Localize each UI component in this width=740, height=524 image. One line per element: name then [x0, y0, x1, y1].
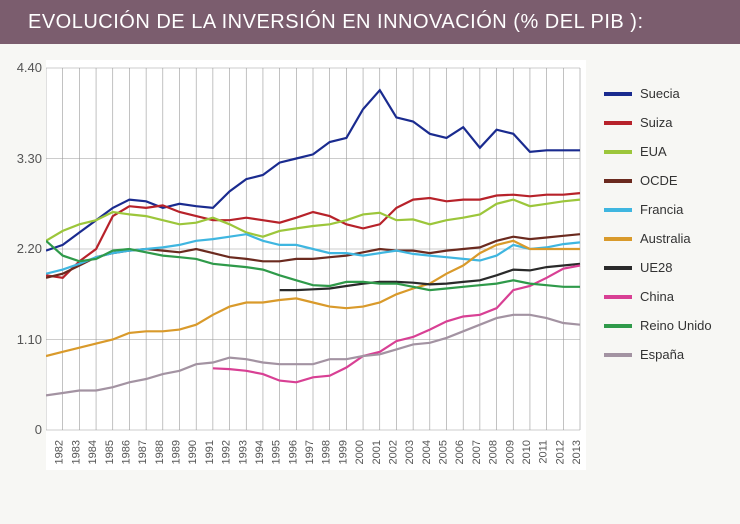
legend-label: Reino Unido	[640, 318, 712, 333]
legend-swatch	[604, 92, 632, 96]
legend-item: UE28	[604, 260, 722, 275]
x-axis-label: 1994	[254, 440, 266, 464]
legend-item: Australia	[604, 231, 722, 246]
x-axis-label: 1985	[104, 440, 116, 464]
legend-swatch	[604, 353, 632, 357]
legend-label: Australia	[640, 231, 691, 246]
legend-swatch	[604, 237, 632, 241]
legend-item: EUA	[604, 144, 722, 159]
x-axis-label: 2001	[371, 440, 383, 464]
x-axis-label: 1996	[287, 440, 299, 464]
legend-label: OCDE	[640, 173, 678, 188]
legend-swatch	[604, 324, 632, 328]
title-bar: EVOLUCIÓN DE LA INVERSIÓN EN INNOVACIÓN …	[0, 0, 740, 44]
x-axis-label: 1990	[187, 440, 199, 464]
legend-swatch	[604, 208, 632, 212]
legend-label: EUA	[640, 144, 667, 159]
x-axis-label: 1986	[120, 440, 132, 464]
legend-swatch	[604, 295, 632, 299]
legend: Suecia Suiza EUA OCDE Francia Australia UE28 Ch…	[604, 86, 722, 376]
x-axis-label: 2000	[354, 440, 366, 464]
legend-swatch	[604, 121, 632, 125]
legend-item: España	[604, 347, 722, 362]
legend-label: UE28	[640, 260, 673, 275]
y-axis-label: 2.20	[6, 241, 42, 256]
legend-swatch	[604, 150, 632, 154]
x-axis-label: 1983	[70, 440, 82, 464]
x-axis-label: 1982	[54, 440, 66, 464]
x-axis-label: 1999	[337, 440, 349, 464]
legend-swatch	[604, 179, 632, 183]
legend-label: Suecia	[640, 86, 680, 101]
x-axis-label: 1997	[304, 440, 316, 464]
legend-item: Reino Unido	[604, 318, 722, 333]
legend-item: China	[604, 289, 722, 304]
legend-label: España	[640, 347, 684, 362]
y-axis-label: 3.30	[6, 151, 42, 166]
x-axis-label: 1992	[221, 440, 233, 464]
x-axis-label: 1989	[171, 440, 183, 464]
legend-item: Francia	[604, 202, 722, 217]
y-axis-label: 0	[6, 422, 42, 437]
line-chart: 1981 1982 1983 1984 1985 1986 1987 1988 1989 1990…	[46, 60, 586, 470]
legend-swatch	[604, 266, 632, 270]
x-axis-label: 1988	[154, 440, 166, 464]
x-axis-label: 2006	[454, 440, 466, 464]
x-axis-label: 2008	[488, 440, 500, 464]
x-axis-label: 2003	[404, 440, 416, 464]
x-axis-label: 2011	[538, 440, 550, 464]
x-axis-label: 2009	[504, 440, 516, 464]
x-axis-label: 1991	[204, 440, 216, 464]
legend-item: Suecia	[604, 86, 722, 101]
legend-label: Francia	[640, 202, 683, 217]
x-axis-label: 2007	[471, 440, 483, 464]
x-axis-label: 2005	[438, 440, 450, 464]
x-axis-label: 1993	[237, 440, 249, 464]
x-axis-label: 1981	[46, 440, 49, 464]
x-axis-label: 1995	[271, 440, 283, 464]
x-axis-label: 2004	[421, 440, 433, 464]
legend-item: OCDE	[604, 173, 722, 188]
y-axis-label: 4.40	[6, 60, 42, 75]
x-axis-label: 1998	[321, 440, 333, 464]
x-axis-label: 2002	[387, 440, 399, 464]
chart-title: EVOLUCIÓN DE LA INVERSIÓN EN INNOVACIÓN …	[28, 11, 644, 34]
x-axis-label: 2010	[521, 440, 533, 464]
legend-label: Suiza	[640, 115, 673, 130]
x-axis-label: 2012	[554, 440, 566, 464]
legend-item: Suiza	[604, 115, 722, 130]
x-axis-label: 1987	[137, 440, 149, 464]
x-axis-label: 1984	[87, 440, 99, 464]
x-axis-label: 2013	[571, 440, 583, 464]
legend-label: China	[640, 289, 674, 304]
y-axis-label: 1.10	[6, 332, 42, 347]
